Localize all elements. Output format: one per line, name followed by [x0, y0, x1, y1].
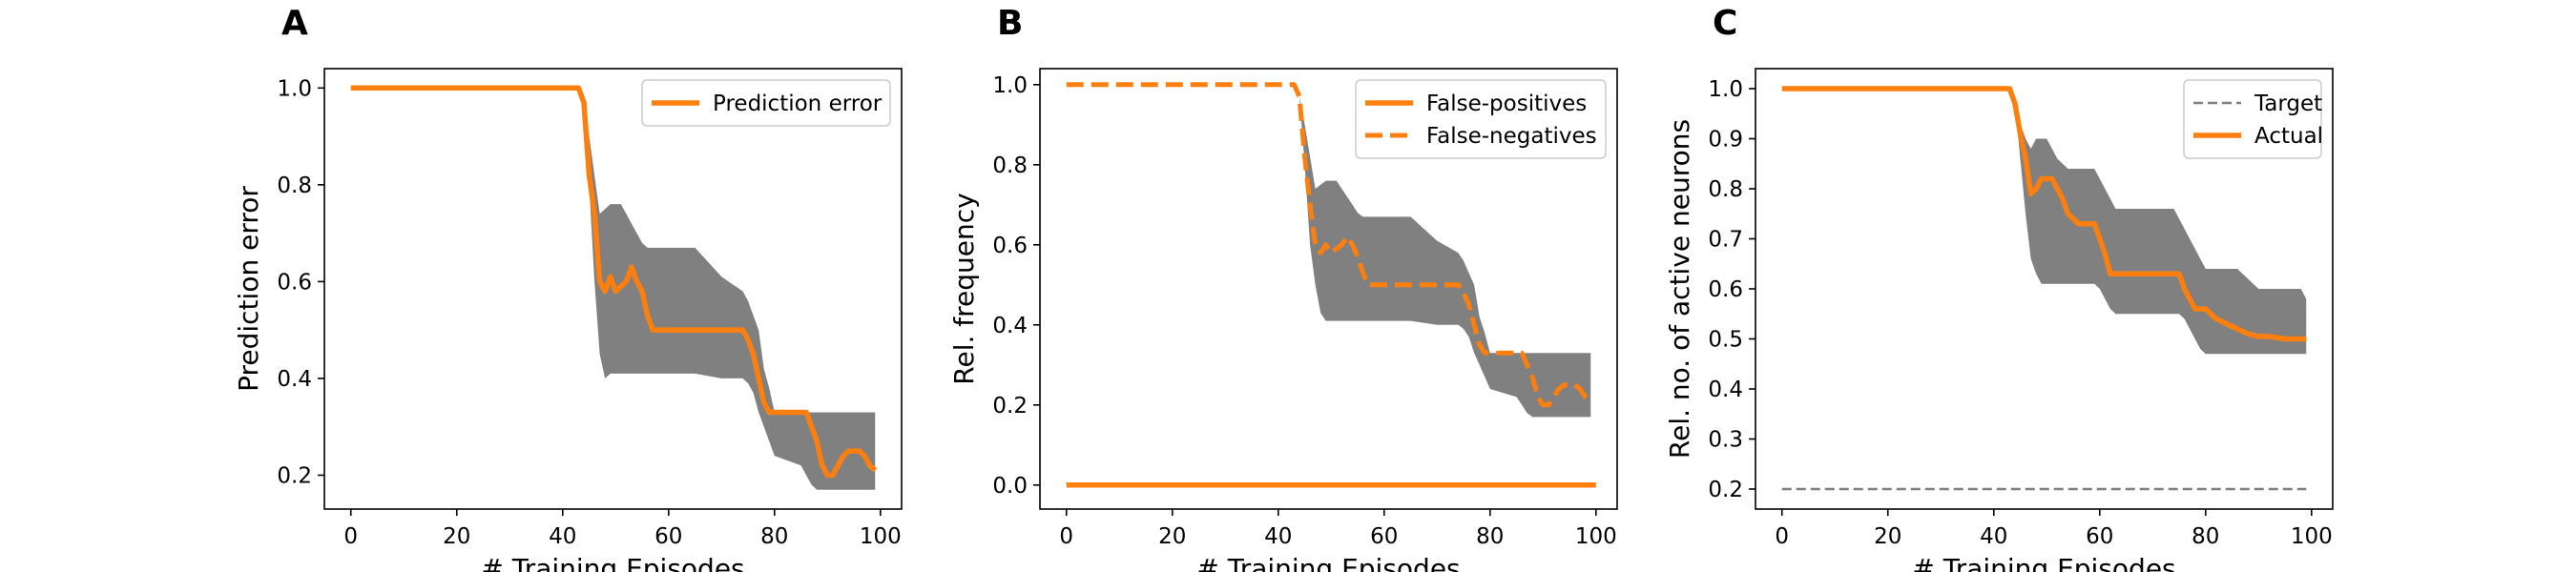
- x-axis-label: # Training Episodes: [1912, 553, 2175, 572]
- x-tick-label: 40: [1980, 524, 2007, 549]
- x-tick-label: 100: [860, 524, 902, 549]
- y-tick-label: 0.9: [1708, 128, 1743, 153]
- y-tick-label: 0.8: [1708, 177, 1743, 202]
- chart-panel-c: C 0 20 40 60 80 100 0.2 0.3 0.4 0.5 0.6 0.7 0.8 0.9 1.0…: [1664, 4, 2334, 572]
- legend: Prediction error: [641, 79, 891, 127]
- legend: False-positives False-negatives: [1355, 79, 1607, 159]
- panel-letter: B: [997, 4, 1023, 43]
- plot-area: [1066, 82, 1596, 488]
- legend: Target Actual: [2183, 79, 2323, 159]
- x-tick-label: 60: [1370, 524, 1398, 549]
- x-tick-label: 40: [1264, 524, 1292, 549]
- x-tick-label: 20: [443, 524, 470, 549]
- y-axis-label: Prediction error: [233, 186, 264, 392]
- chart-panel-b: B 0 20 40 60 80 100 0.0 0.2 0.4 0.6 0.8 1.0 # Trainin…: [948, 4, 1618, 572]
- x-tick-label: 0: [1059, 524, 1073, 549]
- y-tick-label: 0.2: [1708, 478, 1743, 502]
- legend-box: [1355, 79, 1607, 159]
- x-axis-label: # Training Episodes: [1196, 553, 1460, 572]
- y-tick-label: 0.4: [277, 367, 312, 392]
- y-tick-label: 1.0: [277, 76, 312, 101]
- panel-letter: A: [281, 4, 308, 43]
- series-line-prediction-error: [350, 85, 878, 479]
- y-tick-label: 1.0: [992, 73, 1028, 98]
- y-tick-label: 0.0: [992, 474, 1028, 499]
- y-tick-label: 0.6: [277, 270, 312, 295]
- legend-label: False-negatives: [1426, 124, 1597, 149]
- series-line-actual: [1781, 86, 2307, 342]
- x-tick-label: 80: [1476, 524, 1504, 549]
- y-tick-label: 0.5: [1708, 328, 1743, 353]
- y-axis-label: Rel. no. of active neurons: [1664, 119, 1695, 459]
- y-tick-label: 0.2: [992, 394, 1028, 419]
- x-tick-label: 40: [549, 524, 576, 549]
- x-tick-label: 20: [1158, 524, 1186, 549]
- x-tick-label: 60: [2086, 524, 2113, 549]
- legend-box: [641, 79, 891, 127]
- y-tick-label: 0.8: [992, 153, 1028, 178]
- legend-label: False-positives: [1426, 92, 1587, 116]
- x-axis-label: # Training Episodes: [481, 553, 744, 572]
- y-tick-label: 0.6: [1708, 277, 1743, 302]
- y-tick-label: 0.6: [992, 234, 1028, 258]
- axes-frame: [323, 68, 903, 510]
- y-tick-label: 0.3: [1708, 428, 1743, 453]
- x-tick-label: 80: [760, 524, 788, 549]
- y-tick-label: 0.4: [1708, 378, 1743, 402]
- x-tick-label: 0: [1775, 524, 1789, 549]
- x-tick-label: 80: [2192, 524, 2219, 549]
- y-tick-label: 0.4: [992, 314, 1028, 338]
- legend-label: Actual: [2254, 124, 2323, 149]
- plot-area: [1781, 86, 2307, 491]
- x-tick-label: 60: [654, 524, 682, 549]
- plot-area: [350, 85, 878, 490]
- axes-frame: [1039, 68, 1618, 510]
- legend-box: [2183, 79, 2322, 159]
- confidence-band: [1066, 84, 1591, 418]
- legend-label: Prediction error: [713, 92, 883, 116]
- x-tick-label: 0: [343, 524, 358, 549]
- x-tick-label: 100: [2291, 524, 2333, 549]
- legend-label: Target: [2254, 92, 2322, 116]
- confidence-band: [1781, 89, 2307, 355]
- series-line-false-negatives: [1066, 82, 1592, 408]
- panel-letter: C: [1713, 4, 1737, 43]
- y-tick-label: 0.2: [277, 463, 312, 488]
- y-tick-label: 1.0: [1708, 77, 1743, 102]
- y-tick-label: 0.7: [1708, 228, 1743, 253]
- x-tick-label: 20: [1874, 524, 1901, 549]
- x-tick-label: 100: [1575, 524, 1617, 549]
- y-axis-label: Rel. frequency: [948, 193, 980, 384]
- chart-panel-a: A 0 20 40 60 80 100 0.2 0.4 0.6 0.8 1.0 # Training E…: [233, 4, 903, 572]
- y-tick-label: 0.8: [277, 174, 312, 198]
